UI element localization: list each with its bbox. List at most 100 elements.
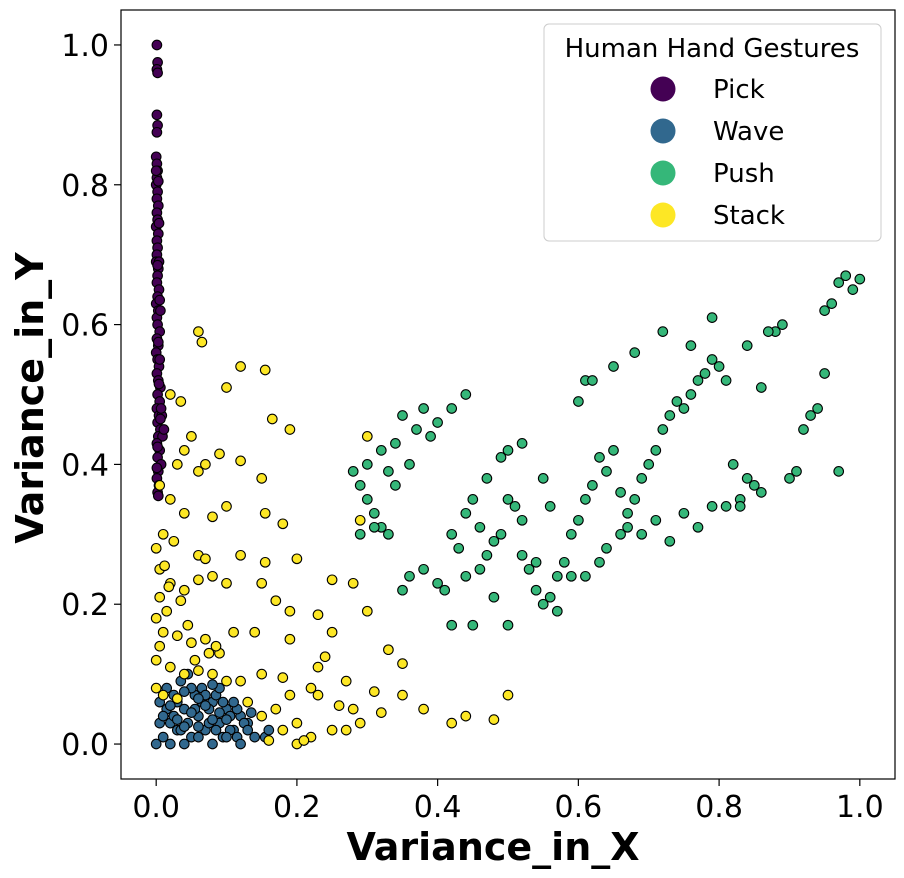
point-push-77 — [826, 298, 838, 309]
point-push-5 — [383, 528, 394, 540]
point-push-116 — [762, 326, 774, 337]
point-push-36 — [530, 584, 542, 596]
point-pick-0 — [151, 39, 163, 51]
point-push-98 — [481, 473, 493, 484]
point-stack-52 — [228, 626, 239, 638]
point-push-31 — [495, 528, 507, 540]
point-push-70 — [777, 319, 788, 330]
legend-entries: Pick Wave Push Stack — [650, 75, 785, 231]
point-stack-27 — [168, 535, 180, 547]
point-push-29 — [481, 549, 493, 561]
x-tick-label-5: 1.0 — [836, 790, 884, 825]
point-push-93 — [544, 501, 556, 512]
point-push-66 — [741, 473, 753, 484]
point-stack-48 — [171, 630, 183, 642]
point-stack-80 — [333, 700, 345, 711]
point-push-124 — [488, 591, 500, 603]
legend-label-stack: Stack — [713, 201, 785, 231]
point-push-60 — [699, 368, 711, 379]
legend-marker-stack — [650, 202, 676, 228]
x-axis: 0.0 0.2 0.4 0.6 0.8 1.0 — [132, 779, 884, 825]
point-push-33 — [509, 501, 521, 512]
point-stack-104 — [210, 640, 222, 652]
point-stack-50 — [200, 633, 211, 645]
point-push-47 — [608, 445, 619, 456]
point-stack-22 — [207, 511, 218, 523]
point-stack-97 — [263, 735, 275, 746]
point-stack-21 — [178, 507, 190, 519]
point-stack-99 — [161, 605, 173, 617]
point-stack-105 — [150, 542, 162, 554]
legend-label-push: Push — [713, 159, 775, 189]
point-stack-23 — [259, 507, 271, 519]
point-stack-61 — [178, 668, 190, 680]
y-tick-label-1: 0.2 — [61, 588, 109, 623]
point-stack-78 — [305, 682, 317, 694]
point-push-56 — [671, 396, 683, 407]
point-stack-31 — [259, 556, 271, 568]
point-stack-42 — [326, 574, 338, 586]
point-stack-43 — [347, 577, 359, 589]
point-wave-58 — [178, 721, 190, 732]
point-push-95 — [516, 438, 528, 449]
point-wave-60 — [207, 714, 218, 725]
point-pick-63 — [158, 424, 170, 435]
point-stack-8 — [284, 424, 296, 435]
point-push-106 — [622, 521, 633, 533]
point-stack-39 — [256, 577, 268, 589]
point-push-42 — [573, 514, 584, 526]
point-stack-66 — [256, 668, 268, 680]
point-stack-91 — [277, 724, 289, 736]
point-push-24 — [446, 528, 458, 540]
point-stack-30 — [235, 549, 246, 561]
point-stack-7 — [266, 413, 278, 425]
point-wave-0 — [150, 738, 162, 750]
point-stack-101 — [182, 619, 194, 631]
point-push-38 — [544, 591, 556, 603]
point-stack-5 — [164, 389, 176, 400]
point-push-85 — [706, 312, 718, 323]
point-push-23 — [502, 619, 514, 631]
point-wave-65 — [207, 679, 218, 690]
point-pick-61 — [154, 354, 166, 365]
point-pick-70 — [155, 413, 166, 425]
point-push-122 — [474, 563, 486, 575]
point-push-55 — [664, 410, 676, 421]
point-stack-15 — [200, 459, 211, 470]
point-stack-72 — [150, 682, 162, 694]
point-pick-4 — [151, 109, 163, 121]
point-stack-107 — [159, 560, 170, 572]
point-push-51 — [636, 473, 648, 484]
point-stack-17 — [256, 473, 268, 484]
point-push-57 — [678, 403, 690, 414]
points-layer — [150, 39, 866, 750]
point-stack-62 — [193, 665, 204, 676]
point-stack-106 — [154, 640, 166, 652]
point-push-17 — [397, 584, 408, 596]
legend-label-pick: Pick — [713, 75, 765, 105]
point-stack-10 — [186, 431, 197, 442]
point-pick-58 — [150, 165, 162, 177]
point-push-64 — [727, 459, 739, 470]
point-push-2 — [361, 494, 373, 505]
point-stack-41 — [284, 605, 296, 617]
point-stack-60 — [164, 661, 176, 673]
point-stack-92 — [446, 717, 458, 729]
point-push-59 — [692, 375, 704, 386]
plot-frame — [120, 9, 896, 780]
point-wave-52 — [228, 696, 239, 708]
point-push-110 — [678, 507, 690, 519]
point-push-3 — [368, 507, 380, 519]
legend: Human Hand Gestures Pick Wave Push Stack — [543, 23, 882, 242]
point-stack-75 — [242, 696, 254, 708]
point-stack-69 — [340, 675, 352, 687]
point-push-30 — [488, 535, 500, 547]
point-stack-36 — [193, 574, 204, 586]
point-stack-24 — [277, 518, 289, 530]
point-wave-26 — [217, 696, 229, 708]
point-wave-46 — [221, 731, 232, 743]
point-pick-71 — [152, 441, 163, 453]
point-stack-71 — [397, 689, 408, 701]
point-stack-88 — [326, 724, 338, 736]
point-push-71 — [784, 473, 795, 484]
